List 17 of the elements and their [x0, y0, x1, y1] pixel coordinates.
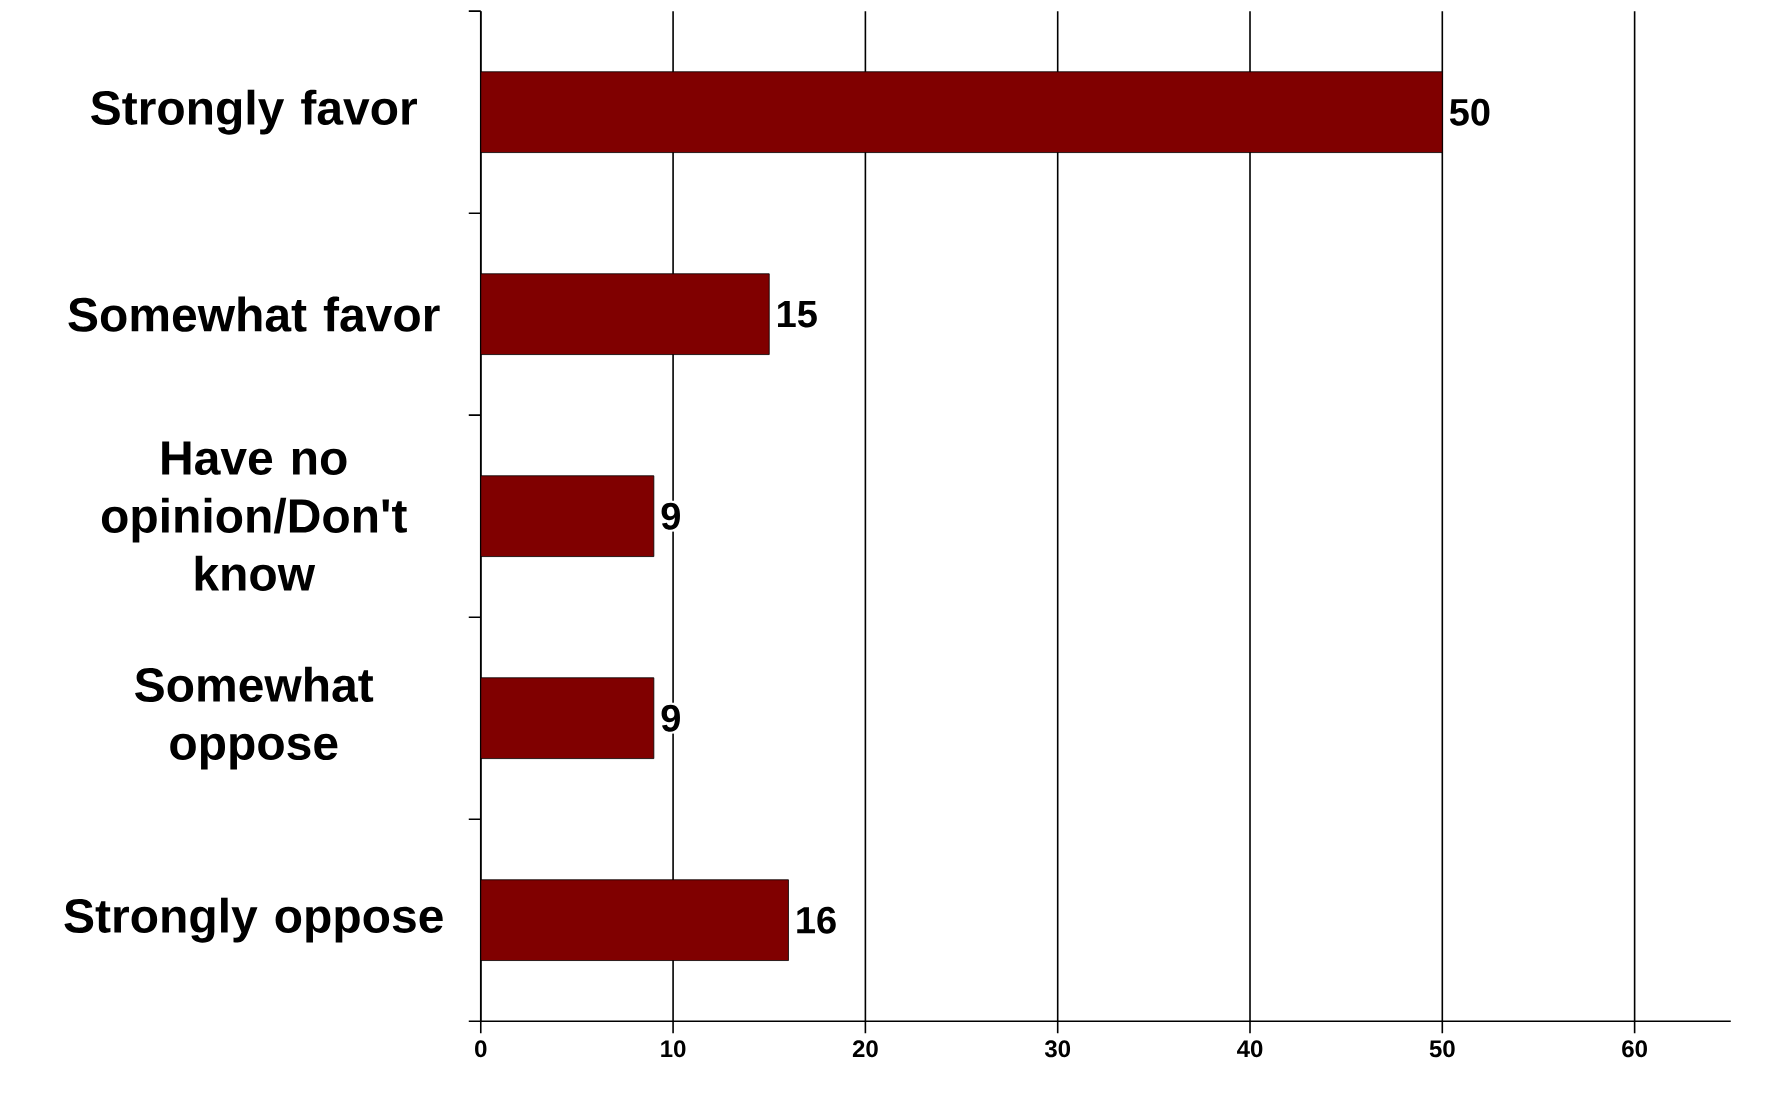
y-tick-label: Strongly oppose [64, 897, 443, 943]
y-tick-label: Somewhat favor [68, 296, 440, 332]
data-label: 9 [661, 502, 680, 530]
y-tick-label: Have no opinion/Don't know [101, 441, 407, 591]
x-tick-label: 0 [475, 1040, 487, 1058]
x-tick-label: 40 [1237, 1040, 1263, 1058]
x-tick-label: 10 [661, 1040, 686, 1058]
data-label: 9 [661, 704, 680, 732]
data-label: 15 [778, 300, 817, 328]
x-tick-label: 60 [1622, 1040, 1647, 1058]
data-label: 50 [1449, 98, 1490, 126]
x-tick-label: 30 [1044, 1040, 1071, 1058]
y-tick-label: Strongly favor [91, 89, 417, 135]
x-tick-label: 50 [1429, 1040, 1455, 1058]
y-tick-label: Somewhat oppose [135, 666, 374, 770]
data-label: 16 [797, 906, 836, 934]
x-tick-label: 20 [852, 1040, 878, 1058]
